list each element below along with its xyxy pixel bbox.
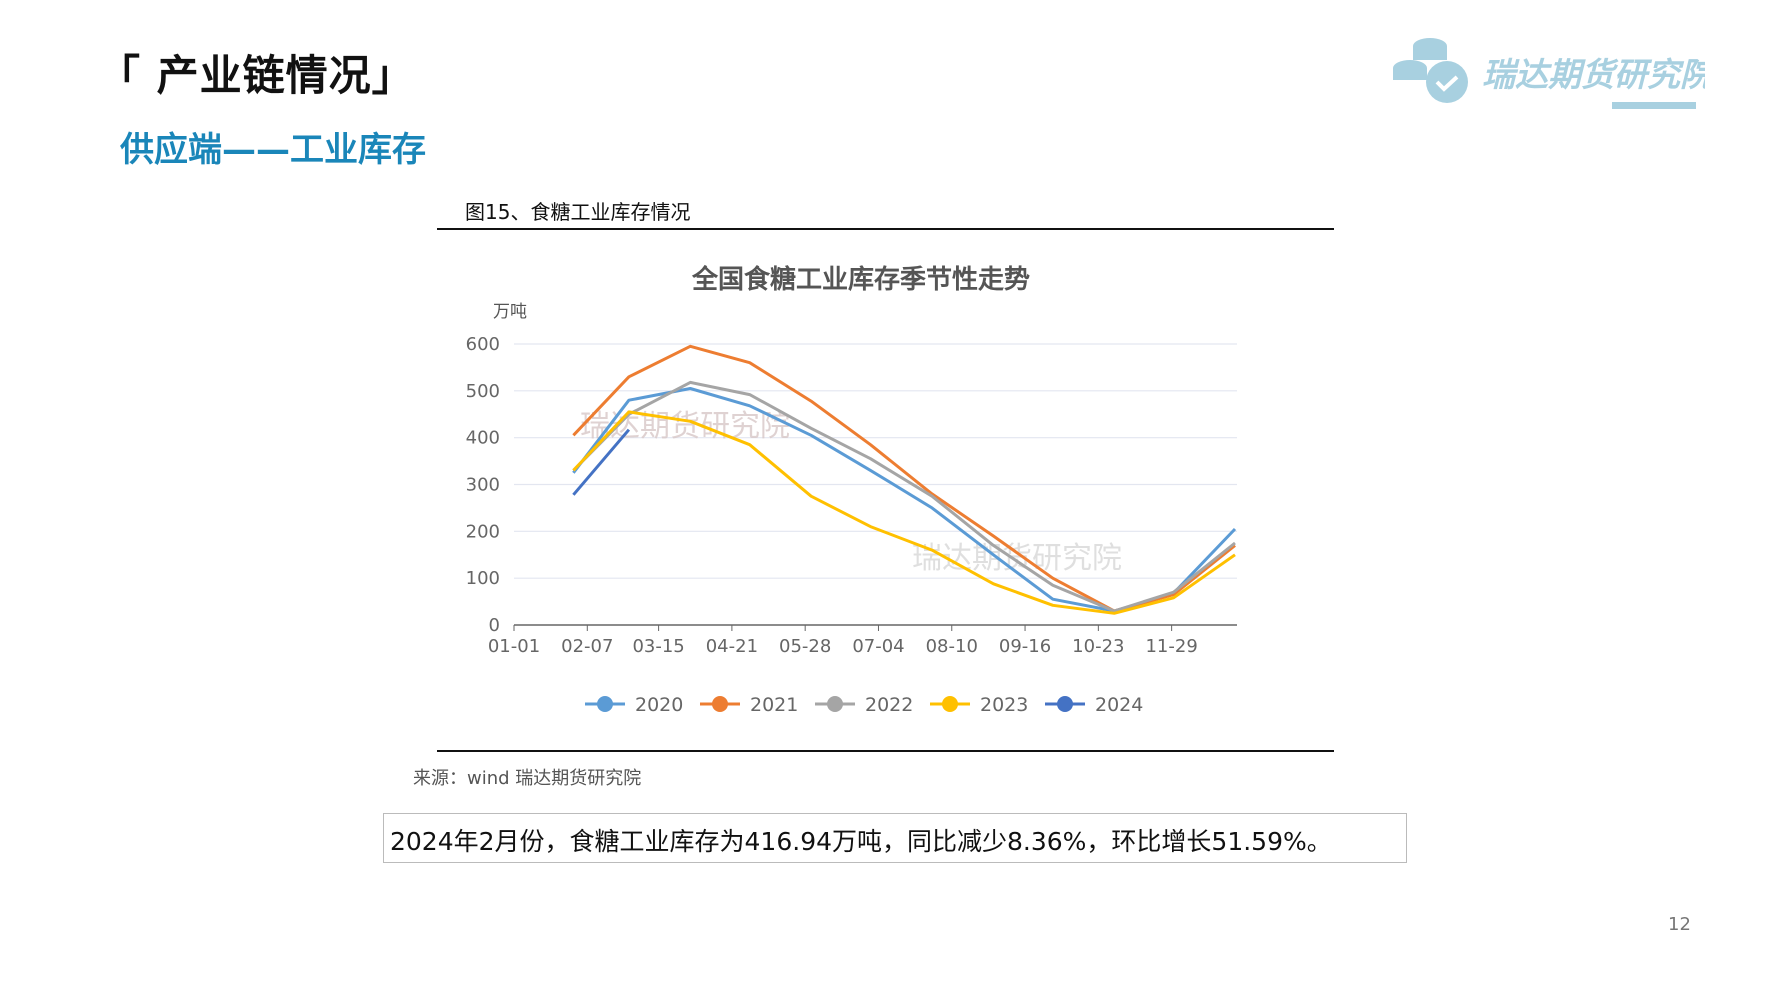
legend-label: 2021 [750, 694, 798, 716]
y-tick-label: 200 [466, 521, 500, 542]
y-tick-label: 100 [466, 568, 500, 589]
legend-label: 2023 [980, 694, 1028, 716]
chart: 全国食糖工业库存季节性走势 万吨 0 100 200 300 400 500 600 01-0… [466, 264, 1237, 716]
legend-item-2024: 2024 [1045, 694, 1143, 716]
watermark: 瑞达期货研究院 [580, 409, 790, 444]
legend-marker [712, 696, 728, 712]
x-tick-label: 03-15 [632, 636, 684, 657]
legend-label: 2022 [865, 694, 913, 716]
logo-text: 瑞达期货研究院 [1482, 55, 1705, 94]
chart-divider [437, 750, 1334, 752]
slide-title: 「 产业链情况」 [98, 51, 415, 100]
legend-label: 2024 [1095, 694, 1143, 716]
caption-divider [437, 228, 1334, 230]
legend-marker [597, 696, 613, 712]
series-line-2024 [572, 428, 631, 496]
legend-item-2021: 2021 [700, 694, 798, 716]
x-tick-label: 02-07 [561, 636, 613, 657]
y-tick-label: 400 [466, 428, 500, 449]
legend-marker [1057, 696, 1073, 712]
y-tick-label: 500 [466, 381, 500, 402]
logo-coins-icon: 瑞达期货研究院 [1393, 38, 1718, 109]
x-tick-label: 09-16 [999, 636, 1051, 657]
legend-item-2023: 2023 [930, 694, 1028, 716]
x-tick-label: 11-29 [1145, 636, 1197, 657]
legend-item-2020: 2020 [585, 694, 683, 716]
legend-label: 2020 [635, 694, 683, 716]
source-note: 来源：wind 瑞达期货研究院 [413, 768, 642, 789]
logo: 瑞达期货研究院 [1385, 32, 1718, 121]
x-tick-label: 08-10 [926, 636, 978, 657]
legend-marker [827, 696, 843, 712]
x-tick-label: 07-04 [852, 636, 904, 657]
figure-caption: 图15、食糖工业库存情况 [465, 200, 691, 224]
x-tick-label: 05-28 [779, 636, 831, 657]
summary-box: 2024年2月份，食糖工业库存为416.94万吨，同比减少8.36%，环比增长5… [383, 813, 1407, 863]
chart-title: 全国食糖工业库存季节性走势 [691, 264, 1030, 295]
series-line-2023 [572, 410, 1236, 615]
y-tick-label: 600 [466, 334, 500, 355]
slide-subtitle: 供应端——工业库存 [120, 130, 426, 170]
y-tick-label: 0 [489, 615, 500, 636]
x-tick-label: 04-21 [706, 636, 758, 657]
x-tick-label: 10-23 [1072, 636, 1124, 657]
legend-item-2022: 2022 [815, 694, 913, 716]
page-number: 12 [1668, 914, 1691, 935]
series-line-2022 [572, 380, 1236, 613]
y-tick-label: 300 [466, 475, 500, 496]
y-axis-unit: 万吨 [493, 302, 527, 322]
x-tick-label: 01-01 [488, 636, 540, 657]
legend-marker [942, 696, 958, 712]
